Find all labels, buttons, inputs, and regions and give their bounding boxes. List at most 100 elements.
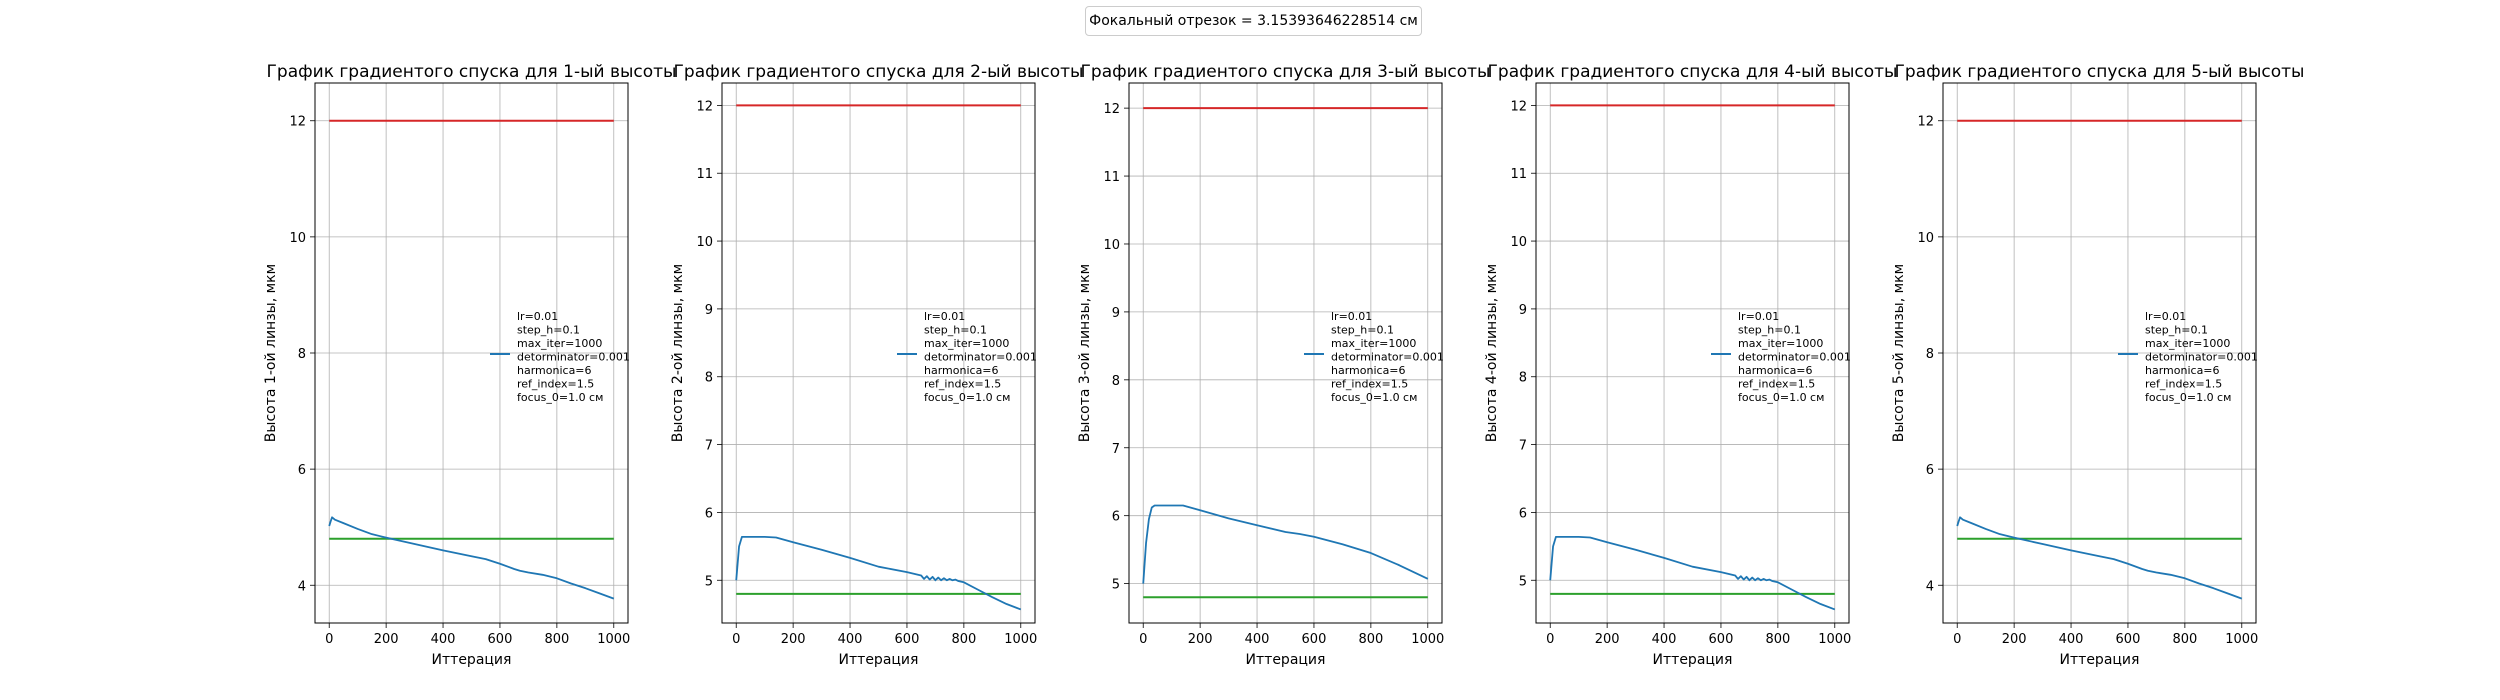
x-tick-label: 0 (1953, 632, 1961, 647)
legend: lr=0.01step_h=0.1max_iter=1000detorminat… (490, 310, 630, 404)
legend-text-line: harmonica=6 (517, 364, 592, 377)
legend-text-line: step_h=0.1 (1331, 324, 1394, 337)
subplot-title: График градиентого спуска для 1-ый высот… (267, 62, 677, 82)
x-tick-label: 400 (838, 632, 863, 647)
legend-text-line: ref_index=1.5 (924, 378, 1001, 391)
y-tick-label: 4 (1926, 579, 1934, 594)
y-tick-label: 6 (1519, 506, 1527, 521)
x-tick-label: 200 (2002, 632, 2027, 647)
y-tick-label: 12 (1510, 99, 1527, 114)
y-tick-label: 8 (1926, 347, 1934, 362)
descent-series-line (735, 535, 1022, 611)
x-tick-label: 600 (2116, 632, 2141, 647)
y-tick-label: 5 (1112, 578, 1120, 593)
x-tick-label: 0 (732, 632, 740, 647)
x-tick-label: 0 (1139, 632, 1147, 647)
legend-text-line: max_iter=1000 (517, 337, 602, 350)
legend-text-line: step_h=0.1 (517, 324, 580, 337)
legend-text-line: step_h=0.1 (924, 324, 987, 337)
subplot-2: 0 200 400 600 800 1000 5 6 7 8 9 10 11 12 График гради… (670, 62, 1083, 668)
y-tick-label: 8 (705, 371, 713, 386)
y-tick-label: 10 (1917, 231, 1934, 246)
x-axis-label: Иттерация (1653, 652, 1733, 668)
axes-frame (314, 82, 629, 624)
y-tick-label: 10 (1103, 238, 1120, 253)
y-tick-label: 9 (1112, 306, 1120, 321)
y-tick-label: 7 (705, 439, 713, 454)
legend-text-line: focus_0=1.0 см (517, 391, 603, 404)
x-tick-label: 1000 (597, 632, 630, 647)
subplot-title: График градиентого спуска для 4-ый высот… (1488, 62, 1898, 82)
legend-text-line: ref_index=1.5 (1331, 378, 1408, 391)
legend-text-line: max_iter=1000 (1331, 337, 1416, 350)
x-tick-label: 800 (1765, 632, 1790, 647)
legend-text-line: ref_index=1.5 (2145, 378, 2222, 391)
legend-text-line: focus_0=1.0 см (1331, 391, 1417, 404)
legend-text-line: focus_0=1.0 см (2145, 391, 2231, 404)
y-axis-label: Высота 3-ой линзы, мкм (1077, 264, 1093, 442)
x-tick-label: 200 (1595, 632, 1620, 647)
legend-text-line: lr=0.01 (1331, 310, 1372, 323)
legend-text-line: harmonica=6 (1331, 364, 1406, 377)
y-tick-label: 6 (1112, 510, 1120, 525)
x-tick-label: 200 (781, 632, 806, 647)
y-tick-label: 6 (298, 463, 306, 478)
x-axis-label: Иттерация (432, 652, 512, 668)
legend-text-line: harmonica=6 (2145, 364, 2220, 377)
subplot-title: График градиентого спуска для 5-ый высот… (1895, 62, 2305, 82)
y-tick-label: 10 (696, 235, 713, 250)
y-axis-label: Высота 2-ой линзы, мкм (670, 264, 686, 442)
x-tick-label: 600 (1709, 632, 1734, 647)
subplot-5: 0 200 400 600 800 1000 4 6 8 10 12 График градиенто… (1891, 62, 2304, 668)
x-tick-label: 200 (1188, 632, 1213, 647)
y-tick-label: 12 (696, 99, 713, 114)
y-tick-label: 6 (705, 506, 713, 521)
descent-series-line (1142, 504, 1429, 584)
x-tick-label: 600 (895, 632, 920, 647)
legend-text-line: focus_0=1.0 см (924, 391, 1010, 404)
legend-text-line: step_h=0.1 (1738, 324, 1801, 337)
x-axis-label: Иттерация (2060, 652, 2140, 668)
y-tick-label: 12 (1103, 102, 1120, 117)
x-tick-label: 0 (1546, 632, 1554, 647)
x-tick-label: 800 (2172, 632, 2197, 647)
x-tick-label: 400 (431, 632, 456, 647)
legend: lr=0.01step_h=0.1max_iter=1000detorminat… (897, 310, 1037, 404)
axes-frame (1942, 82, 2257, 624)
y-tick-label: 11 (1103, 170, 1120, 185)
legend-text-line: max_iter=1000 (1738, 337, 1823, 350)
y-tick-label: 5 (1519, 574, 1527, 589)
legend: lr=0.01step_h=0.1max_iter=1000detorminat… (1711, 310, 1851, 404)
x-tick-label: 1000 (1004, 632, 1037, 647)
y-tick-label: 6 (1926, 463, 1934, 478)
figure-suptitle: Фокальный отрезок = 3.15393646228514 см (1085, 6, 1422, 36)
legend-text-line: max_iter=1000 (2145, 337, 2230, 350)
legend-text-line: harmonica=6 (924, 364, 999, 377)
x-tick-label: 400 (1652, 632, 1677, 647)
legend: lr=0.01step_h=0.1max_iter=1000detorminat… (1304, 310, 1444, 404)
y-axis-label: Высота 1-ой линзы, мкм (263, 264, 279, 442)
y-tick-label: 12 (289, 115, 306, 130)
y-tick-label: 10 (289, 231, 306, 246)
x-tick-label: 1000 (1818, 632, 1851, 647)
y-tick-label: 7 (1519, 439, 1527, 454)
subplot-3: 0 200 400 600 800 1000 5 6 7 8 9 10 11 12 График гради… (1077, 62, 1490, 668)
descent-series-line (1549, 535, 1836, 611)
x-tick-label: 800 (1358, 632, 1383, 647)
y-tick-label: 9 (1519, 303, 1527, 318)
y-axis-label: Высота 5-ой линзы, мкм (1891, 264, 1907, 442)
y-tick-label: 5 (705, 574, 713, 589)
x-tick-label: 600 (1302, 632, 1327, 647)
y-tick-label: 8 (1519, 371, 1527, 386)
x-tick-label: 1000 (1411, 632, 1444, 647)
legend-text-line: detorminator=0.001 (2145, 351, 2258, 364)
y-tick-label: 7 (1112, 442, 1120, 457)
x-tick-label: 1000 (2225, 632, 2258, 647)
axes-frame (1535, 82, 1850, 624)
y-tick-label: 8 (1112, 374, 1120, 389)
legend-text-line: step_h=0.1 (2145, 324, 2208, 337)
subplot-title: График градиентого спуска для 2-ый высот… (674, 62, 1084, 82)
x-tick-label: 0 (325, 632, 333, 647)
x-axis-label: Иттерация (839, 652, 919, 668)
subplot-title: График градиентого спуска для 3-ый высот… (1081, 62, 1491, 82)
